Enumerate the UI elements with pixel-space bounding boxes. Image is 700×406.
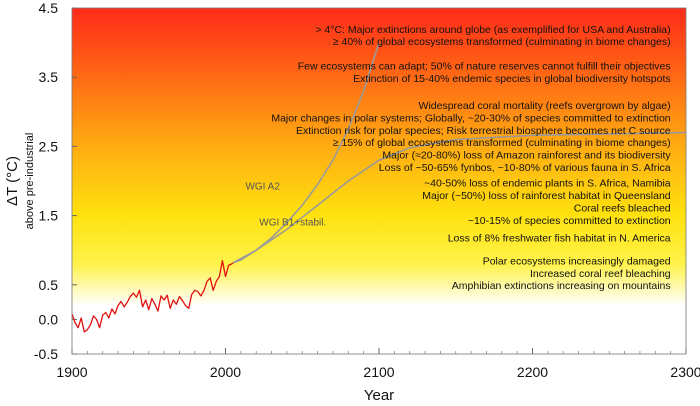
x-tick-label: 2100 [363,364,394,380]
impact-annotation: Increased coral reef bleaching [530,268,671,280]
impact-annotation: ≥ 40% of global ecosystems transformed (… [333,36,671,48]
impact-annotation: ~10-15% of species committed to extincti… [468,215,671,227]
impact-annotation: ≥ 15% of global ecosystems transformed (… [333,137,671,149]
impact-annotation: Major changes in polar systems; Globally… [271,112,670,124]
series-lines: WGI A2 WGI B1+stabil. [71,42,687,333]
impact-annotation: Coral reefs bleached [574,202,671,214]
y-tick-label: 4.5 [39,0,59,16]
y-tick-label: 0.5 [39,277,59,293]
impact-annotation: Polar ecosystems increasingly damaged [483,256,671,268]
impact-annotation: Extinction of 15-40% endemic species in … [353,73,671,85]
series-line-observed [71,259,234,333]
impact-annotation: > 4°C: Major extinctions around globe (a… [315,24,670,36]
y-tick-label: 2.5 [39,138,59,154]
y-axis-sublabel: above pre-industrial [24,133,36,230]
series-label-wgi-a2: WGI A2 [245,181,280,192]
x-axis-label: Year [364,387,394,404]
y-tick-label: 1.5 [39,208,59,224]
y-tick-label: 0.0 [39,311,59,327]
x-tick-label: 2300 [670,364,700,380]
impact-annotation: ~40-50% loss of endemic plants in S. Afr… [424,177,671,189]
impact-annotation: Extinction risk for polar species; Risk … [296,125,671,137]
plot-background [72,8,686,354]
tick-labels: 1900 2000 2100 2200 2300 -0.5 0.0 0.5 1.5 2.5 3.5 4… [34,0,700,380]
impact-annotation: Major (~50%) loss of rainforest habitat … [422,190,670,202]
impact-annotation: Loss of 8% freshwater fish habitat in N.… [448,233,671,245]
x-tick-label: 2000 [210,364,241,380]
plot-frame [71,7,687,355]
impact-annotation: Amphibian extinctions increasing on moun… [452,280,671,292]
impact-annotations: > 4°C: Major extinctions around globe (a… [271,24,671,292]
y-axis-label: ΔT (°C) [4,156,21,206]
y-tick-label: 3.5 [39,69,59,85]
impact-annotation: Loss of ~50-65% fynbos, ~10-80% of vario… [379,162,671,174]
series-line-wgi-b1-stabil [232,131,687,264]
x-tick-label: 2200 [517,364,548,380]
x-tick-label: 1900 [56,364,87,380]
impact-annotation: Widespread coral mortality (reefs overgr… [419,100,671,112]
impact-annotation: Major (≈20-80%) loss of Amazon rainfores… [382,150,671,162]
series-label-wgi-b1: WGI B1+stabil. [259,217,326,228]
impact-annotation: Few ecosystems can adapt; 50% of nature … [298,60,671,72]
y-tick-label: -0.5 [34,346,58,362]
